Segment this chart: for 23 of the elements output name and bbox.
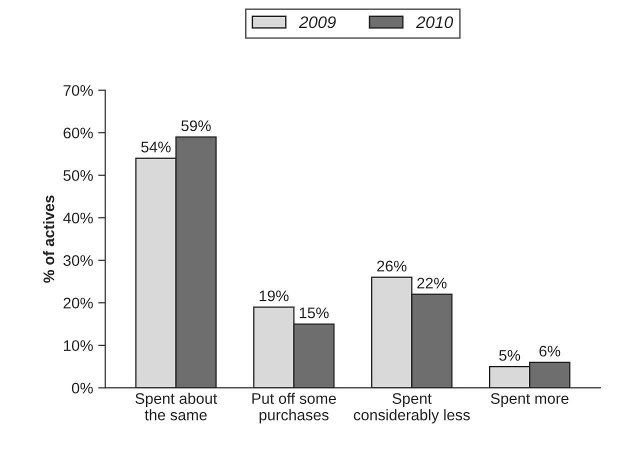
x-tick-label: Put off some purchases — [252, 392, 336, 424]
data-label: 15% — [300, 308, 329, 318]
data-label: 19% — [260, 290, 289, 302]
y-tick-label: 10% — [64, 340, 93, 352]
data-label: 6% — [539, 346, 560, 357]
data-label: 54% — [141, 142, 171, 152]
y-tick-label: 40% — [63, 212, 93, 224]
legend-label: 2010 — [416, 16, 454, 28]
y-tick-label: 30% — [63, 255, 93, 266]
x-tick-label: Spent about the same — [135, 392, 218, 420]
data-label: 5% — [499, 350, 520, 361]
legend-label: 2009 — [298, 16, 336, 28]
y-tick-label: 60% — [64, 128, 93, 138]
y-axis-title: % of actives — [43, 196, 54, 283]
y-tick-label: 0% — [72, 382, 93, 394]
data-label: 22% — [417, 278, 447, 288]
y-tick-label: 20% — [64, 298, 93, 308]
y-tick-label: 50% — [63, 170, 93, 181]
data-label: 59% — [181, 120, 211, 132]
data-label: 26% — [377, 260, 406, 272]
x-tick-label: Spent considerably less — [354, 393, 470, 424]
y-tick-label: 70% — [64, 85, 93, 96]
x-tick-label: Spent more — [490, 393, 568, 407]
